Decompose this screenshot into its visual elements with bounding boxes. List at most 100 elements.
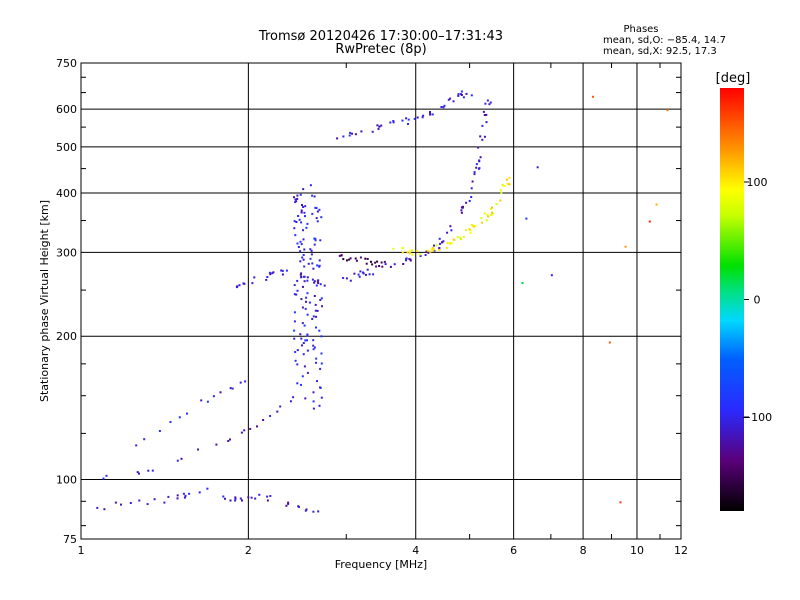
data-point [503, 185, 506, 188]
x-axis-label: Frequency [MHz] [335, 558, 427, 571]
data-point [234, 499, 237, 502]
data-point [465, 229, 467, 232]
data-point [250, 496, 253, 499]
data-point [281, 269, 284, 272]
data-point [456, 235, 459, 238]
data-point [305, 508, 308, 511]
data-point [251, 282, 254, 285]
data-point [438, 249, 441, 251]
data-point [340, 254, 343, 257]
data-point [425, 250, 428, 253]
data-point [374, 261, 377, 264]
data-point [215, 443, 218, 446]
data-point [120, 503, 122, 506]
y-tick-label: 100 [56, 474, 77, 487]
data-point [200, 399, 203, 402]
data-point [318, 264, 321, 267]
data-point [359, 270, 362, 273]
data-point [319, 386, 321, 389]
data-point [483, 135, 486, 138]
data-point [315, 217, 318, 220]
data-point [392, 121, 395, 124]
data-point [238, 284, 241, 287]
data-point [176, 494, 179, 497]
data-point [293, 293, 296, 296]
data-point [375, 265, 378, 268]
data-point [499, 189, 502, 192]
data-point [297, 505, 300, 508]
data-point [300, 337, 303, 340]
data-point [229, 499, 232, 502]
data-point [312, 391, 315, 394]
data-point [303, 265, 306, 268]
data-point [304, 215, 306, 218]
data-point [491, 206, 493, 209]
x-tick-label: 6 [510, 544, 517, 557]
data-point [301, 204, 303, 206]
data-point [315, 357, 318, 360]
data-point [306, 371, 309, 374]
data-point [433, 249, 436, 252]
data-point [300, 211, 303, 214]
y-tick-label: 750 [56, 57, 77, 70]
data-point [368, 273, 371, 276]
y-tick-label: 500 [56, 141, 77, 154]
data-point [311, 318, 314, 320]
data-point [300, 383, 302, 386]
data-point [301, 256, 304, 259]
data-point [293, 320, 296, 323]
data-point [405, 258, 408, 261]
data-point [309, 248, 312, 251]
data-point [342, 135, 345, 138]
data-point [305, 296, 308, 299]
data-point [169, 421, 172, 423]
data-point [296, 382, 299, 385]
data-point [450, 242, 453, 245]
data-point [295, 221, 298, 223]
data-point [305, 226, 308, 229]
data-point [469, 232, 472, 235]
data-point [320, 396, 323, 399]
data-point [357, 273, 360, 276]
data-point [247, 496, 250, 499]
data-point [293, 311, 296, 314]
y-axis-label: Stationary phase Virtual Height [km] [38, 200, 51, 402]
data-point [323, 284, 326, 287]
data-point [486, 213, 489, 216]
data-point [550, 274, 553, 277]
data-point [320, 362, 323, 365]
data-point [362, 271, 364, 274]
data-point [342, 258, 345, 261]
data-point [505, 178, 508, 181]
data-point [446, 242, 449, 244]
data-point [317, 282, 320, 284]
data-point [138, 499, 141, 502]
data-point [306, 292, 309, 295]
data-point [320, 216, 323, 219]
data-point [312, 407, 315, 410]
data-point [421, 116, 424, 119]
data-point [239, 381, 242, 384]
data-point [243, 282, 246, 285]
data-point [536, 166, 539, 169]
data-point [206, 400, 209, 403]
data-point [413, 117, 416, 120]
data-point [303, 275, 305, 278]
data-point [442, 240, 445, 243]
data-point [393, 263, 396, 266]
data-point [407, 123, 409, 125]
data-point [296, 242, 299, 245]
data-point [138, 472, 140, 475]
data-point [364, 257, 367, 260]
data-point [254, 497, 257, 500]
data-point [229, 438, 231, 441]
data-point [501, 183, 504, 186]
data-point [477, 146, 480, 149]
data-point [224, 497, 226, 500]
data-point [485, 121, 488, 124]
data-point [354, 133, 357, 136]
data-point [304, 397, 307, 400]
data-point [296, 279, 299, 282]
data-point [293, 196, 295, 199]
data-point [281, 273, 284, 276]
